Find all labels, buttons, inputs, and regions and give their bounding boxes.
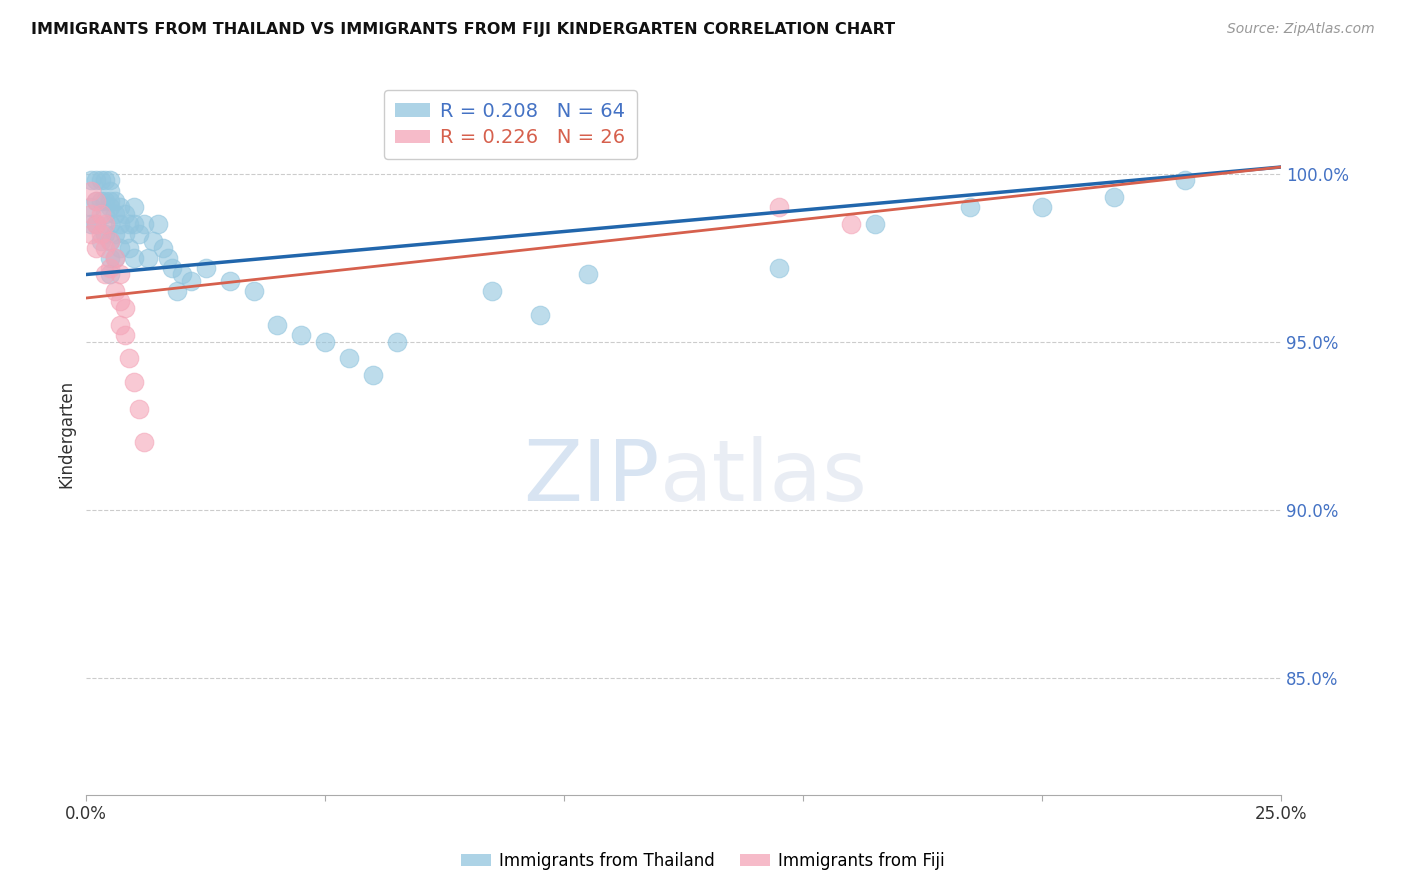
Point (152, 241, 174, 255)
Point (128, 401, 150, 416)
Point (104, 251, 127, 265)
Point (90, 207, 112, 221)
Point (138, 251, 160, 265)
Point (114, 227, 136, 242)
Point (94, 268, 117, 282)
Point (132, 435, 155, 450)
Point (98, 234, 121, 248)
Point (118, 351, 141, 366)
Point (242, 285, 264, 299)
Point (114, 207, 136, 221)
Point (98, 194, 121, 208)
Point (108, 200, 131, 214)
Point (337, 351, 360, 366)
Point (142, 234, 165, 248)
Point (90, 234, 112, 248)
Point (98, 234, 121, 248)
Point (122, 251, 145, 265)
Point (114, 327, 136, 342)
Point (1031, 200, 1053, 214)
Point (104, 194, 127, 208)
Point (194, 260, 217, 275)
Point (108, 241, 131, 255)
Point (98, 200, 121, 214)
Point (180, 274, 202, 288)
Point (104, 285, 127, 299)
Point (80, 173, 103, 187)
Point (218, 274, 240, 288)
Point (481, 285, 503, 299)
Point (266, 318, 288, 332)
Point (98, 268, 121, 282)
Point (90, 173, 112, 187)
Point (94, 194, 117, 208)
Point (108, 217, 131, 231)
Text: ZIP: ZIP (523, 436, 659, 519)
Point (84, 194, 107, 208)
Text: Source: ZipAtlas.com: Source: ZipAtlas.com (1227, 22, 1375, 37)
Point (80, 217, 103, 231)
Point (90, 227, 112, 242)
Point (166, 285, 188, 299)
Point (768, 260, 790, 275)
Point (108, 268, 131, 282)
Point (1174, 173, 1197, 187)
Point (98, 184, 121, 198)
Text: IMMIGRANTS FROM THAILAND VS IMMIGRANTS FROM FIJI KINDERGARTEN CORRELATION CHART: IMMIGRANTS FROM THAILAND VS IMMIGRANTS F… (31, 22, 896, 37)
Point (156, 251, 179, 265)
Point (361, 368, 384, 383)
Point (94, 173, 117, 187)
Point (90, 194, 112, 208)
Point (170, 268, 193, 282)
Y-axis label: Kindergarten: Kindergarten (58, 380, 75, 488)
Point (98, 173, 121, 187)
Point (98, 251, 121, 265)
Point (94, 207, 117, 221)
Point (98, 260, 121, 275)
Point (118, 241, 141, 255)
Point (104, 251, 127, 265)
Point (80, 200, 103, 214)
Point (290, 327, 312, 342)
Point (94, 241, 117, 255)
Point (108, 294, 131, 309)
Point (132, 217, 155, 231)
Point (768, 200, 790, 214)
Point (863, 217, 886, 231)
Point (80, 207, 103, 221)
Point (122, 375, 145, 389)
Point (959, 200, 981, 214)
Point (529, 308, 551, 322)
Point (84, 194, 107, 208)
Point (80, 227, 103, 242)
Text: atlas: atlas (659, 436, 868, 519)
Point (84, 217, 107, 231)
Legend: Immigrants from Thailand, Immigrants from Fiji: Immigrants from Thailand, Immigrants fro… (454, 846, 952, 877)
Point (94, 217, 117, 231)
Point (104, 227, 127, 242)
Point (385, 334, 408, 349)
Point (84, 217, 107, 231)
Point (108, 318, 131, 332)
Point (80, 184, 103, 198)
Point (128, 227, 150, 242)
Point (98, 217, 121, 231)
Point (104, 207, 127, 221)
Point (84, 173, 107, 187)
Point (114, 301, 136, 315)
Point (146, 217, 169, 231)
Point (94, 227, 117, 242)
Point (576, 268, 599, 282)
Point (1102, 190, 1125, 204)
Legend: R = 0.208   N = 64, R = 0.226   N = 26: R = 0.208 N = 64, R = 0.226 N = 26 (384, 90, 637, 159)
Point (162, 260, 184, 275)
Point (84, 241, 107, 255)
Point (122, 217, 145, 231)
Point (118, 217, 141, 231)
Point (314, 334, 336, 349)
Point (122, 200, 145, 214)
Point (839, 217, 862, 231)
